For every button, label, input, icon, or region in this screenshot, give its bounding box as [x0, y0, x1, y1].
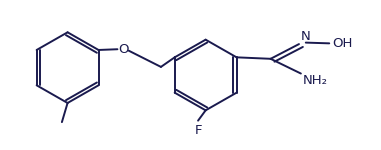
Text: F: F — [194, 124, 202, 137]
Text: OH: OH — [332, 37, 352, 50]
Text: O: O — [118, 43, 128, 56]
Text: NH₂: NH₂ — [303, 74, 328, 87]
Text: N: N — [301, 30, 311, 43]
